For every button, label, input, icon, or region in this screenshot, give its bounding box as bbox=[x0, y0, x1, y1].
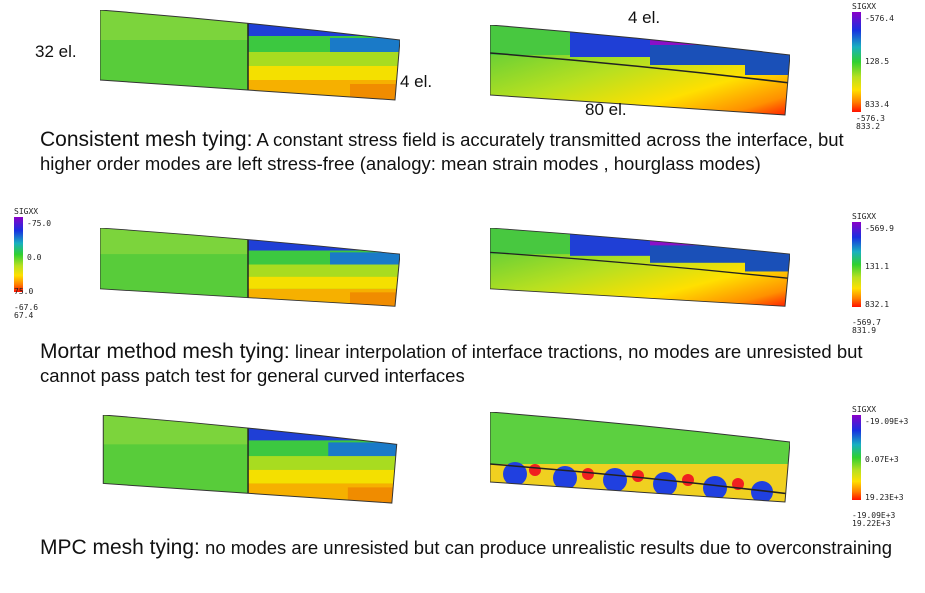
color-legend: SIGXX -569.9 131.1 832.1 -569.7 831.9 bbox=[852, 212, 925, 342]
text: linear interpolation of interface tracti… bbox=[40, 341, 863, 386]
legend-label: 832.1 bbox=[865, 300, 890, 309]
heading: Consistent mesh tying: bbox=[40, 128, 253, 151]
label: 4 el. bbox=[628, 8, 661, 27]
beam-plot bbox=[100, 228, 400, 308]
legend-label: -19.09E+3 bbox=[865, 417, 909, 426]
legend-min: -569.7 bbox=[852, 318, 881, 327]
heading: Mortar method mesh tying: bbox=[40, 340, 290, 363]
paragraph: Mortar method mesh tying: linear interpo… bbox=[40, 340, 900, 388]
text: A constant stress field is accurately tr… bbox=[40, 129, 844, 174]
legend-max: 19.22E+3 bbox=[852, 519, 891, 528]
legend-title: SIGXX bbox=[852, 405, 877, 414]
color-legend: SIGXX -576.4 128.5 833.4 -576.3 833.2 bbox=[852, 2, 925, 132]
paragraph: Consistent mesh tying: A constant stress… bbox=[40, 128, 900, 176]
legend-label: 833.4 bbox=[865, 100, 890, 109]
legend-title: SIGXX bbox=[852, 2, 877, 11]
label: 4 el. bbox=[400, 72, 433, 91]
legend-min: -19.09E+3 bbox=[852, 511, 896, 520]
beam-plot bbox=[100, 10, 400, 102]
legend-label: -75.0 bbox=[27, 219, 52, 228]
legend-label: -576.4 bbox=[865, 14, 894, 23]
label: 80 el. bbox=[585, 100, 627, 119]
legend-title: SIGXX bbox=[14, 207, 39, 216]
color-legend: SIGXX -75.0 0.0 75.0 -67.6 67.4 bbox=[14, 207, 94, 337]
legend-label: 19.23E+3 bbox=[865, 493, 904, 502]
beam-plot bbox=[100, 415, 400, 505]
legend-label: -569.9 bbox=[865, 224, 894, 233]
text: no modes are unresisted but can produce … bbox=[199, 537, 892, 558]
legend-max: 67.4 bbox=[14, 311, 34, 320]
paragraph: MPC mesh tying: no modes are unresisted … bbox=[40, 536, 900, 560]
beam-plot bbox=[490, 25, 790, 117]
heading: MPC mesh tying: bbox=[40, 536, 200, 559]
legend-label: 128.5 bbox=[865, 57, 890, 66]
legend-label: 0.07E+3 bbox=[865, 455, 899, 464]
legend-min: -576.3 bbox=[856, 114, 885, 123]
legend-min: -67.6 bbox=[14, 303, 39, 312]
legend-label: 75.0 bbox=[14, 287, 34, 296]
color-legend: SIGXX -19.09E+3 0.07E+3 19.23E+3 -19.09E… bbox=[852, 405, 925, 535]
label: 32 el. bbox=[35, 42, 77, 61]
beam-plot bbox=[490, 412, 790, 504]
legend-max: 833.2 bbox=[856, 122, 881, 131]
legend-max: 831.9 bbox=[852, 326, 877, 335]
beam-plot bbox=[490, 228, 790, 308]
legend-title: SIGXX bbox=[852, 212, 877, 221]
legend-label: 131.1 bbox=[865, 262, 890, 271]
legend-label: 0.0 bbox=[27, 253, 42, 262]
